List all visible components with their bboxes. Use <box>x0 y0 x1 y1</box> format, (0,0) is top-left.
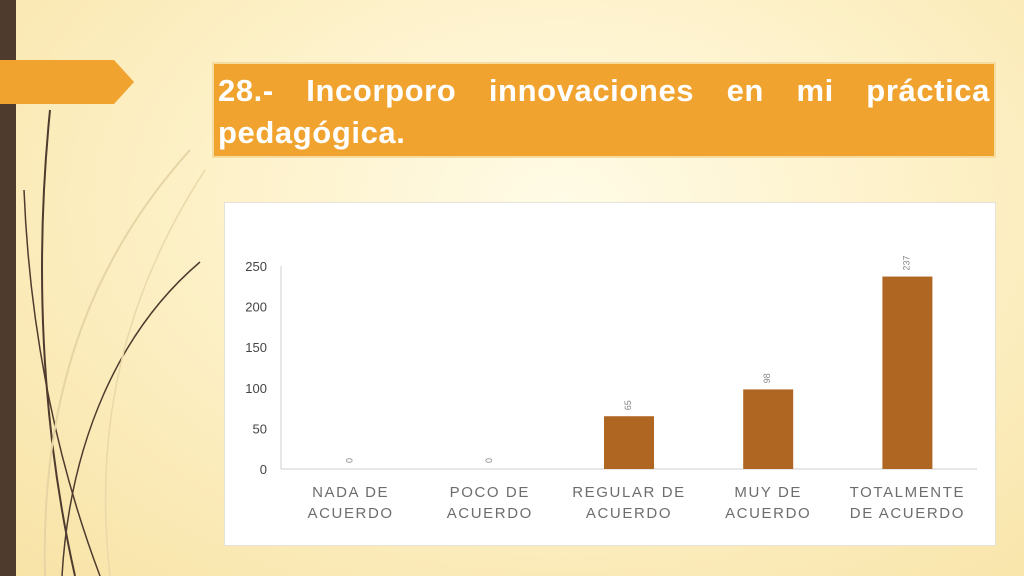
decorative-swirl-lines <box>23 109 206 576</box>
left-accent-bar <box>0 0 16 576</box>
bar-data-label: 65 <box>623 400 633 410</box>
bar-data-label: 0 <box>484 458 494 463</box>
bar-chart: 0 50 100 150 200 250 0 0 65 98 237 NADA DE ACUERDO… <box>245 256 977 522</box>
y-tick-label: 100 <box>245 381 267 396</box>
y-tick-label: 200 <box>245 300 267 315</box>
category-label: MUY DE <box>734 484 802 501</box>
y-tick-label: 0 <box>260 462 267 477</box>
category-label: ACUERDO <box>447 505 533 522</box>
category-label: NADA DE <box>312 484 389 501</box>
category-labels: NADA DE ACUERDO POCO DE ACUERDO REGULAR DE AC… <box>307 484 965 522</box>
bar <box>882 276 933 469</box>
bar-data-label: 98 <box>762 373 772 383</box>
category-label: POCO DE <box>450 484 530 501</box>
y-tick-label: 150 <box>245 340 267 355</box>
y-axis: 0 50 100 150 200 250 <box>245 259 267 477</box>
y-tick-label: 50 <box>253 421 267 436</box>
category-label: TOTALMENTE <box>850 484 965 501</box>
bars-group: 0 0 65 98 237 <box>345 256 933 469</box>
bar-data-label: 237 <box>901 256 911 271</box>
chart-panel: 0 50 100 150 200 250 0 0 65 98 237 NADA DE ACUERDO… <box>224 202 996 546</box>
category-label: ACUERDO <box>586 505 672 522</box>
arrow-tab-shape <box>0 60 134 104</box>
title-banner: 28.- Incorporo innovaciones en mi prácti… <box>212 62 996 158</box>
bar <box>604 416 654 469</box>
slide-title: 28.- Incorporo innovaciones en mi prácti… <box>218 73 990 150</box>
category-label: REGULAR DE <box>572 484 686 501</box>
bar-data-label: 0 <box>345 458 355 463</box>
category-label: ACUERDO <box>725 505 811 522</box>
category-label: ACUERDO <box>307 505 393 522</box>
category-label: DE ACUERDO <box>850 505 965 522</box>
bar <box>743 389 794 469</box>
y-tick-label: 250 <box>245 259 267 274</box>
